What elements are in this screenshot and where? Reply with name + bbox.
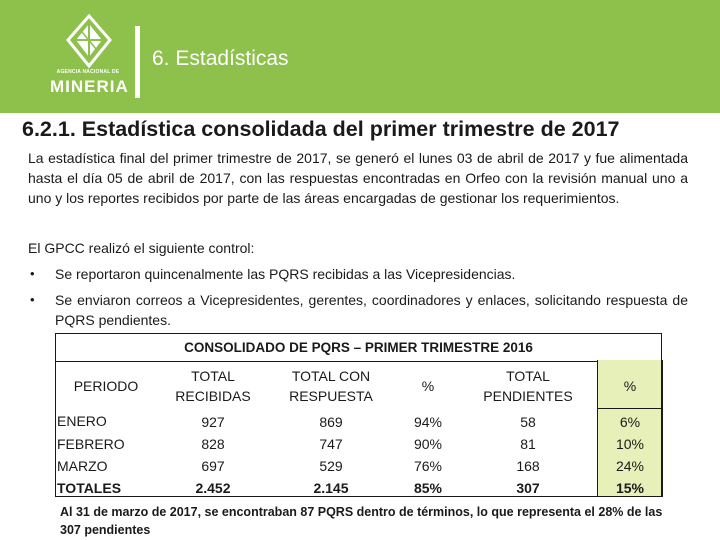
logo-subtitle: AGENCIA NACIONAL DE [56, 69, 120, 75]
col-header-respuesta: TOTAL CON [291, 368, 371, 384]
cell-periodo: TOTALES [57, 480, 122, 496]
table-caption: CONSOLIDADO DE PQRS – PRIMER TRIMESTRE 2… [55, 333, 662, 362]
cell-recibidas: 697 [201, 458, 225, 474]
cell-periodo: MARZO [57, 458, 108, 474]
col-header-pct-pendientes: % [623, 378, 637, 394]
cell-recibidas: 927 [201, 414, 225, 430]
diamond-logo-icon [66, 14, 112, 69]
col-header-periodo: PERIODO [73, 378, 139, 394]
header-band: AGENCIA NACIONAL DE MINERIA 6. Estadísti… [0, 0, 720, 113]
intro-paragraph: La estadística final del primer trimestr… [28, 150, 688, 206]
cell-pendientes: 81 [520, 436, 536, 452]
table-rule [662, 360, 663, 497]
agency-logo [56, 14, 122, 102]
cell-pct-pendientes: 10% [615, 436, 645, 452]
cell-recibidas: 2.452 [195, 480, 231, 496]
cell-respuesta: 529 [319, 458, 343, 474]
bullet-item-1: Se reportaron quincenalmente las PQRS re… [55, 266, 516, 282]
col-header-respuesta: RESPUESTA [289, 388, 373, 404]
cell-respuesta: 869 [319, 414, 343, 430]
col-header-pendientes: TOTAL [506, 368, 550, 384]
col-header-recibidas: TOTAL [191, 368, 235, 384]
cell-pendientes: 168 [516, 458, 540, 474]
cell-pct-respuesta: 94% [413, 414, 443, 430]
cell-pct-pendientes: 24% [615, 458, 645, 474]
cell-periodo: ENERO [57, 413, 107, 429]
pending-percent-highlight [597, 360, 663, 497]
cell-pct-pendientes: 15% [615, 480, 645, 496]
cell-respuesta: 2.145 [313, 480, 349, 496]
col-header-pendientes: PENDIENTES [483, 388, 573, 404]
page-title: 6.2.1. Estadística consolidada del prime… [22, 117, 620, 141]
bullet-marker: • [30, 266, 35, 281]
cell-pct-respuesta: 76% [413, 458, 443, 474]
logo-wordmark: MINERIA [50, 77, 129, 96]
cell-pct-respuesta: 90% [413, 436, 443, 452]
cell-pendientes: 58 [520, 414, 536, 430]
cell-pct-pendientes: 6% [619, 414, 641, 430]
col-header-pct-respuesta: % [421, 378, 435, 394]
table-rule [597, 360, 598, 497]
table-frame [55, 360, 662, 497]
bullet-item-2: Se enviaron correos a Vicepresidentes, g… [55, 292, 688, 328]
bullet-marker: • [30, 292, 35, 307]
control-intro: El GPCC realizó el siguiente control: [28, 240, 255, 256]
section-title: 6. Estadísticas [152, 47, 289, 70]
footnote: Al 31 de marzo de 2017, se encontraban 8… [60, 505, 663, 537]
col-header-recibidas: RECIBIDAS [175, 388, 251, 404]
table-rule [597, 408, 663, 409]
cell-pct-respuesta: 85% [413, 480, 443, 496]
cell-recibidas: 828 [201, 436, 225, 452]
cell-pendientes: 307 [516, 480, 540, 496]
cell-respuesta: 747 [319, 436, 343, 452]
header-divider [135, 26, 140, 98]
cell-periodo: FEBRERO [57, 436, 125, 452]
